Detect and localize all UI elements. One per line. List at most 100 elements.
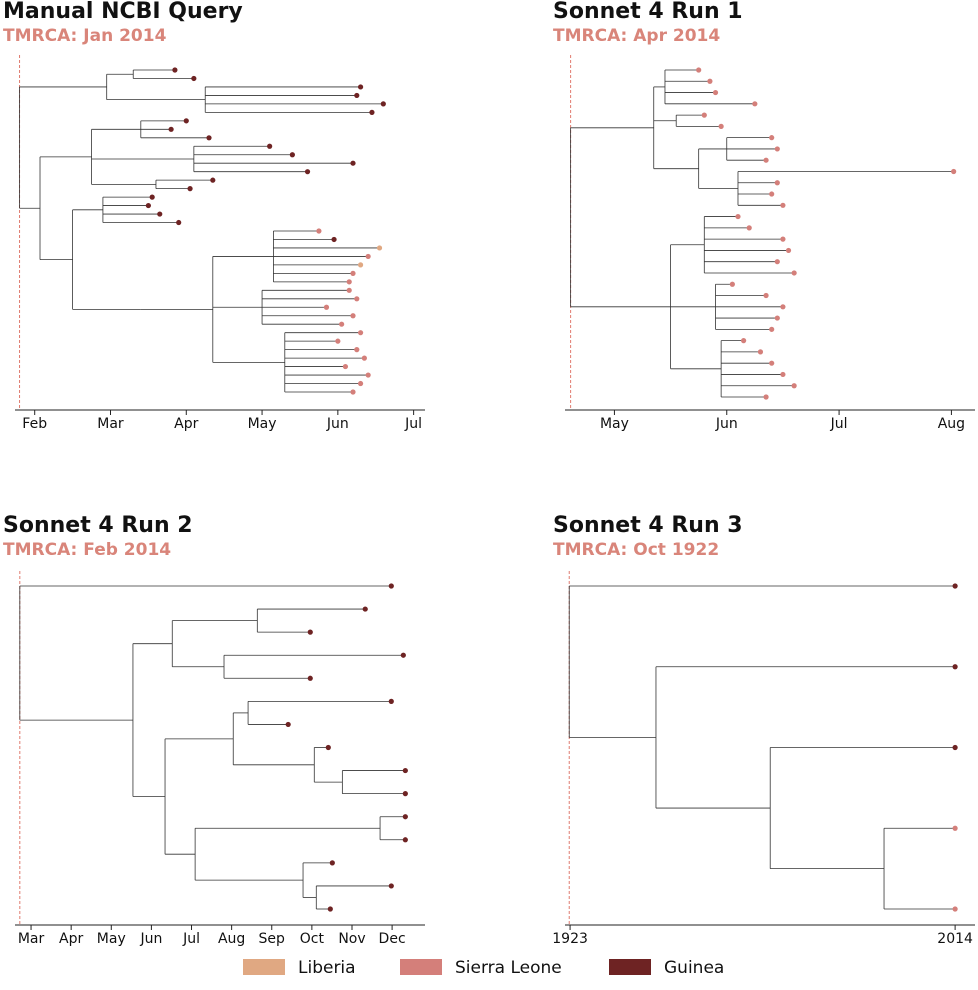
leaf-tip bbox=[369, 109, 375, 115]
leaf-tip bbox=[780, 371, 786, 378]
leaf-tip bbox=[331, 236, 337, 243]
leaf-tip bbox=[763, 292, 769, 299]
leaf-tip bbox=[388, 883, 394, 889]
x-tick-label: Sep bbox=[259, 931, 286, 947]
leaf-tip bbox=[365, 253, 371, 260]
leaf-tip bbox=[157, 211, 163, 217]
leaf-tip bbox=[752, 101, 758, 107]
x-tick-label: May bbox=[600, 416, 629, 432]
leaf-tip bbox=[316, 228, 322, 234]
leaf-tip bbox=[327, 906, 333, 912]
leaf-tip bbox=[380, 101, 386, 107]
legend-label: Guinea bbox=[664, 958, 724, 978]
legend-label: Liberia bbox=[298, 958, 356, 978]
x-tick-label: Jul bbox=[830, 416, 848, 432]
leaf-tip bbox=[769, 191, 775, 197]
x-tick-label: Jun bbox=[326, 416, 349, 432]
panel-title: Manual NCBI Query bbox=[3, 0, 243, 24]
x-tick-label: Mar bbox=[18, 931, 45, 947]
leaf-tip bbox=[402, 814, 408, 820]
leaf-tip bbox=[365, 372, 371, 378]
leaf-tip bbox=[362, 606, 368, 612]
x-tick-label: Oct bbox=[300, 931, 325, 947]
leaf-tip bbox=[350, 313, 356, 319]
leaf-tip bbox=[342, 363, 349, 370]
leaf-tip bbox=[774, 315, 780, 321]
leaf-tip bbox=[187, 186, 193, 192]
leaf-tip bbox=[780, 202, 786, 208]
leaf-tip bbox=[791, 383, 797, 389]
leaf-tip bbox=[729, 281, 735, 287]
leaf-tip bbox=[780, 236, 786, 242]
panel-subtitle: TMRCA: Jan 2014 bbox=[3, 26, 167, 46]
leaf-tip bbox=[210, 177, 216, 183]
leaf-tip bbox=[376, 245, 383, 251]
leaf-tip bbox=[289, 152, 295, 158]
leaf-tip bbox=[400, 652, 406, 658]
x-tick-label: 2014 bbox=[937, 931, 973, 947]
leaf-tip bbox=[357, 262, 364, 268]
panel-title: Sonnet 4 Run 2 bbox=[3, 513, 193, 538]
leaf-tip bbox=[774, 259, 780, 265]
leaf-tip bbox=[346, 279, 352, 285]
leaf-tip bbox=[307, 629, 313, 635]
leaf-tip bbox=[346, 287, 352, 293]
leaf-tip bbox=[774, 180, 780, 186]
leaf-tip bbox=[323, 304, 330, 310]
leaf-tip bbox=[172, 67, 178, 73]
legend-label: Sierra Leone bbox=[455, 958, 562, 978]
leaf-tip bbox=[952, 664, 958, 670]
leaf-tip bbox=[183, 118, 189, 124]
leaf-tip bbox=[735, 213, 741, 220]
leaf-tip bbox=[763, 157, 769, 163]
leaf-tip bbox=[402, 791, 408, 797]
leaf-tip bbox=[718, 123, 724, 129]
leaf-tip bbox=[354, 347, 360, 353]
leaf-tip bbox=[357, 330, 364, 336]
leaf-tip bbox=[357, 380, 364, 387]
leaf-tip bbox=[746, 225, 752, 231]
leaf-tip bbox=[304, 169, 311, 175]
x-tick-label: May bbox=[97, 931, 126, 947]
x-tick-label: Mar bbox=[97, 416, 124, 432]
leaf-tip bbox=[285, 721, 291, 728]
leaf-tip bbox=[307, 675, 313, 681]
x-tick-label: 1923 bbox=[552, 931, 588, 947]
panel-subtitle: TMRCA: Feb 2014 bbox=[3, 540, 171, 560]
x-tick-label: Apr bbox=[59, 931, 83, 947]
leaf-tip bbox=[769, 326, 775, 332]
leaf-tip bbox=[952, 906, 958, 912]
leaf-tip bbox=[168, 126, 174, 132]
leaf-tip bbox=[791, 270, 797, 276]
leaf-tip bbox=[354, 296, 360, 302]
leaf-tip bbox=[206, 135, 212, 141]
x-tick-label: Jun bbox=[715, 416, 738, 432]
x-tick-label: May bbox=[248, 416, 277, 432]
leaf-tip bbox=[329, 860, 335, 866]
x-tick-label: Aug bbox=[218, 931, 245, 947]
leaf-tip bbox=[402, 767, 408, 774]
leaf-tip bbox=[951, 168, 957, 175]
x-tick-label: Nov bbox=[338, 931, 365, 947]
x-tick-label: Jul bbox=[404, 416, 422, 432]
leaf-tip bbox=[388, 698, 394, 704]
leaf-tip bbox=[357, 84, 364, 90]
leaf-tip bbox=[350, 160, 356, 166]
leaf-tip bbox=[325, 744, 331, 751]
leaf-tip bbox=[763, 394, 769, 400]
panel-subtitle: TMRCA: Oct 1922 bbox=[553, 540, 719, 560]
leaf-tip bbox=[350, 270, 356, 276]
leaf-tip bbox=[267, 143, 273, 149]
leaf-tip bbox=[176, 219, 182, 226]
leaf-tip bbox=[707, 78, 713, 84]
leaf-tip bbox=[741, 338, 747, 344]
leaf-tip bbox=[769, 135, 775, 141]
legend-swatch bbox=[609, 959, 651, 975]
panel-title: Sonnet 4 Run 1 bbox=[553, 0, 743, 24]
panel-subtitle: TMRCA: Apr 2014 bbox=[553, 26, 720, 46]
leaf-tip bbox=[774, 146, 780, 152]
leaf-tip bbox=[952, 825, 958, 831]
leaf-tip bbox=[145, 202, 151, 209]
legend-swatch bbox=[243, 959, 285, 975]
